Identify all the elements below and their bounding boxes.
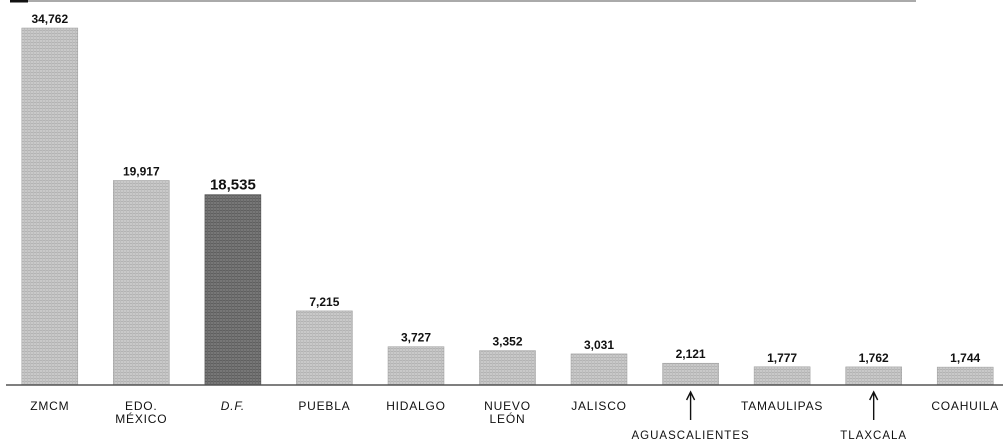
bar <box>570 353 628 386</box>
x-tick-label: MÉXICO <box>115 411 167 426</box>
x-tick-label: JALISCO <box>571 399 627 413</box>
data-label: 2,121 <box>676 347 706 361</box>
x-tick-label: COAHUILA <box>931 399 999 413</box>
bar <box>21 27 79 386</box>
bar <box>753 366 811 386</box>
x-tick-label: ZMCM <box>30 399 69 413</box>
bar <box>845 366 902 386</box>
bars-group <box>21 27 994 386</box>
data-label: 18,535 <box>210 177 256 194</box>
x-tick-label: TLAXCALA <box>840 430 907 442</box>
labels-group: 34,762 ZMCM 19,917 EDO.MÉXICO 18,535 D.F. 7,21… <box>30 12 999 442</box>
data-label: 3,352 <box>492 335 522 349</box>
x-tick-label: NUEVO <box>484 399 531 413</box>
data-label: 3,031 <box>584 338 614 352</box>
bar <box>662 362 719 386</box>
bar <box>479 350 536 386</box>
data-label: 3,727 <box>401 331 431 345</box>
data-label: 34,762 <box>31 12 68 26</box>
arrow-marker <box>869 390 879 420</box>
data-label: 19,917 <box>123 165 160 179</box>
bar <box>387 346 445 386</box>
x-tick-label: LEÓN <box>490 411 526 426</box>
x-tick-label: PUEBLA <box>298 399 350 413</box>
arrow-marker <box>685 390 696 420</box>
data-label: 7,215 <box>309 295 339 309</box>
bar <box>113 180 170 386</box>
data-label: 1,744 <box>950 351 980 365</box>
x-tick-label: HIDALGO <box>386 399 446 413</box>
data-label: 1,762 <box>859 351 889 365</box>
x-tick-label: D.F. <box>221 399 245 413</box>
bar <box>936 366 994 386</box>
x-tick-label: TAMAULIPAS <box>741 399 823 413</box>
data-label: 1,777 <box>767 351 797 365</box>
bar <box>204 194 262 386</box>
x-tick-label: EDO. <box>125 399 158 413</box>
bar <box>296 310 353 386</box>
x-tick-label: AGUASCALIENTES <box>632 430 750 442</box>
